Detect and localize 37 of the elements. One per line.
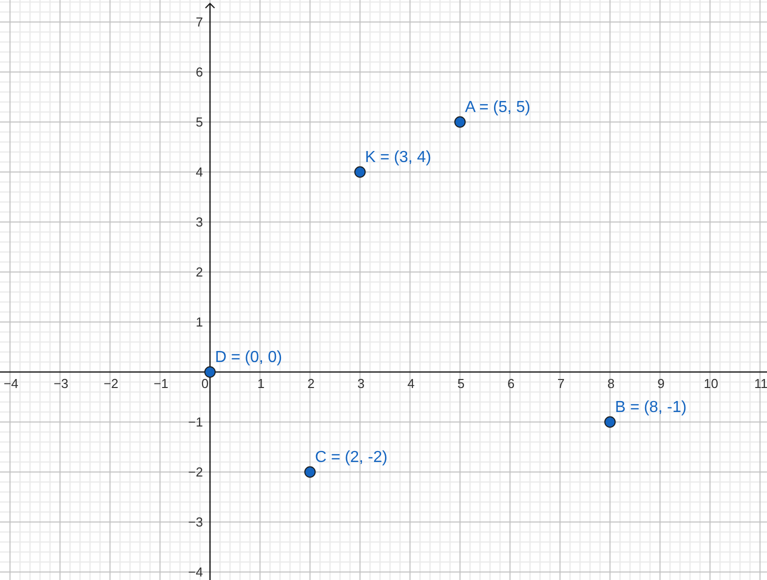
y-tick-label: 5 bbox=[196, 114, 203, 130]
x-tick-label: 5 bbox=[457, 376, 465, 391]
x-tick-label: 6 bbox=[507, 376, 515, 391]
x-tick-label: 9 bbox=[657, 376, 665, 391]
x-tick-label: 2 bbox=[307, 376, 315, 391]
y-tick-label: 3 bbox=[196, 214, 203, 230]
x-tick-label: −3 bbox=[54, 376, 68, 391]
x-tick-label: 3 bbox=[357, 376, 365, 391]
y-tick-label: −2 bbox=[188, 464, 203, 480]
y-tick-label: 4 bbox=[196, 164, 203, 180]
x-tick-label: 7 bbox=[557, 376, 565, 391]
data-label: C = (2, -2) bbox=[315, 449, 388, 466]
x-tick-label: −1 bbox=[154, 376, 168, 391]
y-tick-label: 7 bbox=[196, 14, 203, 30]
y-tick-label: 6 bbox=[196, 64, 203, 80]
data-label: D = (0, 0) bbox=[215, 349, 282, 366]
x-tick-label: 11 bbox=[754, 376, 767, 391]
x-tick-label: 4 bbox=[407, 376, 415, 391]
data-label: B = (8, -1) bbox=[615, 399, 687, 416]
x-tick-label: 1 bbox=[257, 376, 265, 391]
x-tick-label: 10 bbox=[704, 376, 718, 391]
x-tick-label: 8 bbox=[607, 376, 615, 391]
point bbox=[204, 366, 216, 378]
x-tick-label: 0 bbox=[201, 376, 209, 391]
y-tick-label: −3 bbox=[188, 514, 203, 530]
x-tick-label: −4 bbox=[4, 376, 18, 391]
x-tick-label: −2 bbox=[104, 376, 118, 391]
y-tick-label: 2 bbox=[196, 264, 203, 280]
point bbox=[354, 166, 366, 178]
data-label: A = (5, 5) bbox=[465, 99, 530, 116]
y-tick-label: 1 bbox=[196, 314, 203, 330]
data-label: K = (3, 4) bbox=[365, 149, 432, 166]
point bbox=[604, 416, 616, 428]
point bbox=[454, 116, 466, 128]
point bbox=[304, 466, 316, 478]
y-tick-label: −4 bbox=[188, 564, 203, 580]
y-tick-label: −1 bbox=[188, 414, 203, 430]
